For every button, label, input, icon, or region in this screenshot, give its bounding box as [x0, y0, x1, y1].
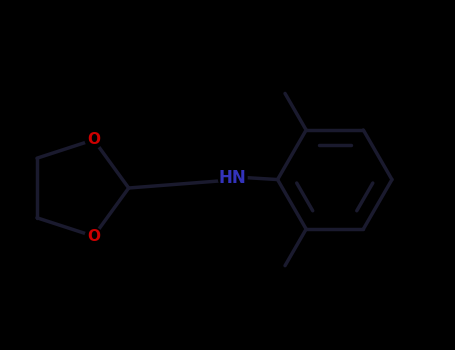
Text: HN: HN	[219, 169, 247, 187]
Circle shape	[218, 163, 247, 192]
Text: O: O	[87, 132, 100, 147]
Circle shape	[85, 131, 102, 148]
Circle shape	[85, 228, 102, 245]
Text: O: O	[87, 229, 100, 244]
